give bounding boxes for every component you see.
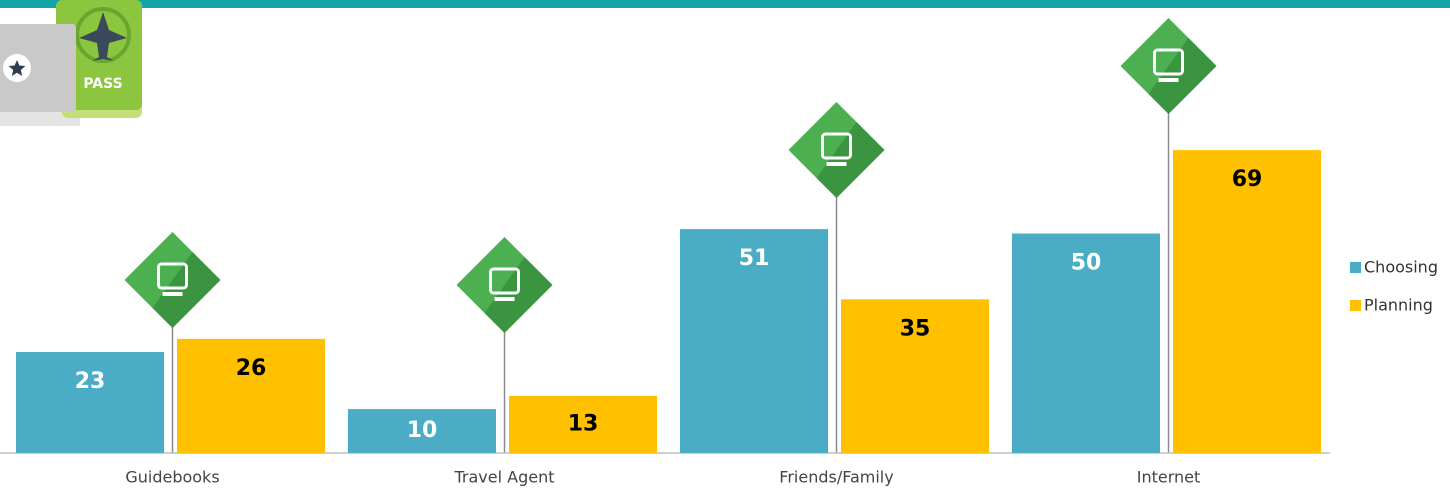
bar bbox=[16, 352, 164, 453]
value-label: 26 bbox=[236, 356, 267, 381]
icon-glyph-base bbox=[163, 292, 183, 296]
icon-glyph-base bbox=[1159, 78, 1179, 82]
value-label: 69 bbox=[1232, 167, 1263, 192]
bar bbox=[1173, 150, 1321, 453]
chart: PASS Guidebooks 23 26 Travel Agent 10 13 Frien… bbox=[0, 0, 1450, 488]
value-label: 10 bbox=[407, 418, 438, 443]
page: PASS Guidebooks 23 26 Travel Agent 10 13 Frien… bbox=[0, 0, 1450, 488]
value-label: 35 bbox=[900, 316, 931, 341]
plot-area: Guidebooks 23 26 Travel Agent 10 13 Friends/Fa… bbox=[16, 150, 1438, 486]
icon-glyph-base bbox=[827, 162, 847, 166]
legend-label: Planning bbox=[1364, 296, 1433, 315]
legend-swatch bbox=[1350, 262, 1361, 273]
x-tick-label: Travel Agent bbox=[453, 468, 554, 487]
x-tick-label: Friends/Family bbox=[779, 468, 893, 487]
travel-illustration: PASS bbox=[0, 0, 142, 126]
icon-glyph-base bbox=[495, 297, 515, 301]
top-band bbox=[0, 0, 1450, 8]
value-label: 50 bbox=[1071, 251, 1102, 276]
legend-label: Choosing bbox=[1364, 258, 1438, 277]
x-tick-label: Guidebooks bbox=[125, 468, 219, 487]
value-label: 51 bbox=[739, 246, 770, 271]
value-label: 23 bbox=[75, 369, 106, 394]
legend-swatch bbox=[1350, 300, 1361, 311]
x-tick-label: Internet bbox=[1137, 468, 1201, 487]
value-label: 13 bbox=[568, 411, 599, 436]
svg-text:PASS: PASS bbox=[83, 76, 122, 92]
